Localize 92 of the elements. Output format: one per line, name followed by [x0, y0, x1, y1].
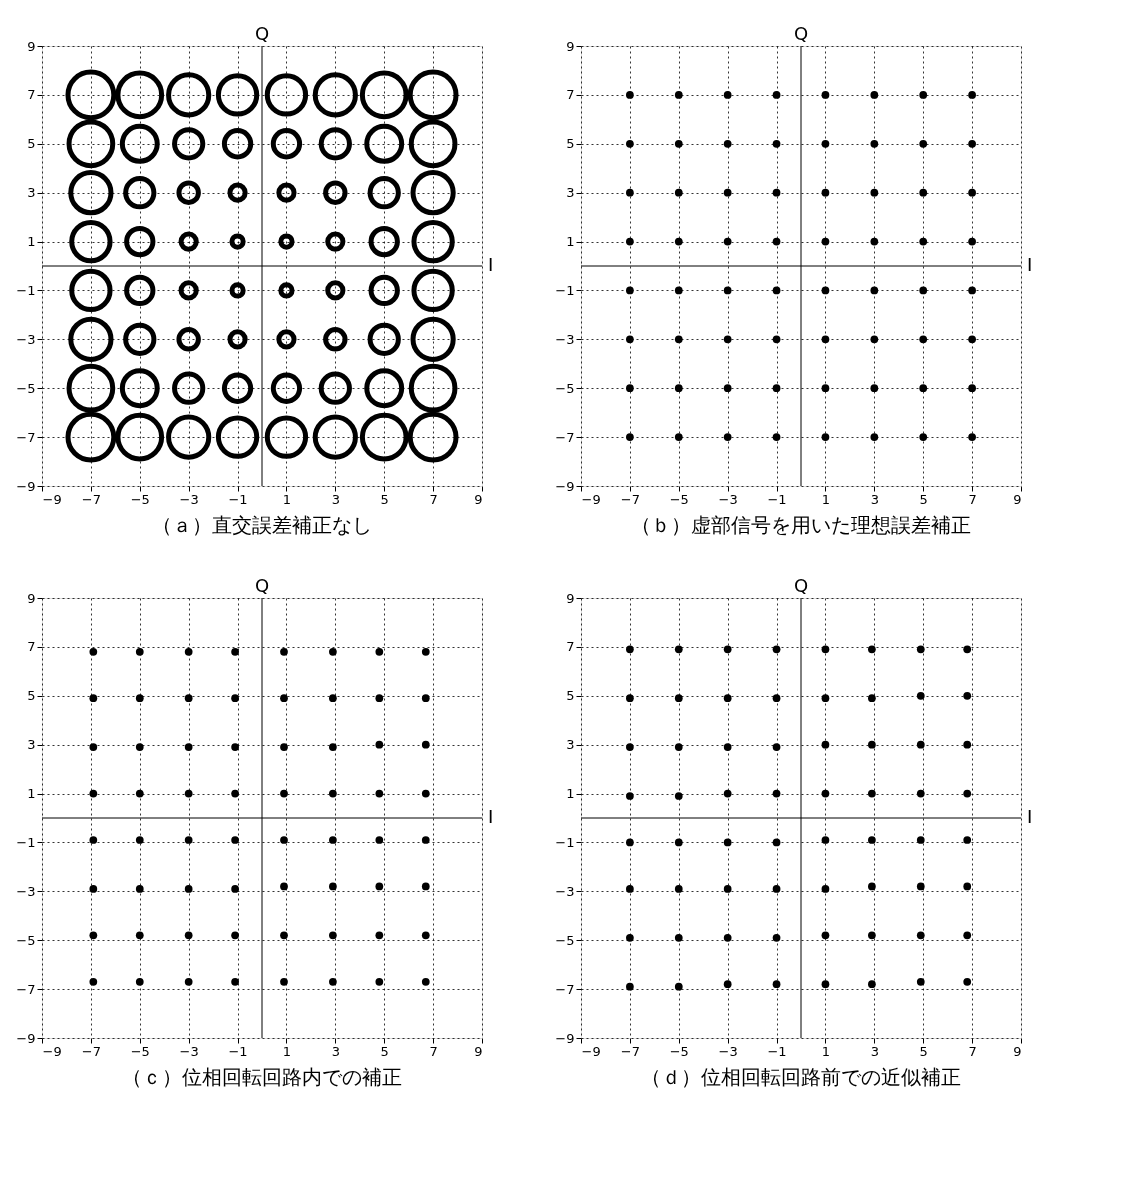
text: （ｄ）位相回転回路前での近似補正	[641, 1065, 961, 1089]
y-tick-label: 1	[566, 234, 575, 250]
x-tick-label: 7	[429, 491, 438, 507]
x-tick-label: −1	[767, 491, 787, 507]
x-tick-label: 1	[282, 491, 292, 507]
y-tick-label: −3	[16, 331, 36, 347]
x-tick-label: −5	[130, 491, 150, 507]
x-tick-label: −1	[767, 1043, 787, 1059]
ref-line-label: Q	[793, 23, 809, 44]
y-tick-label: 9	[566, 38, 575, 54]
y-tick-label: 3	[27, 737, 36, 753]
ref-line-label: I	[488, 254, 494, 275]
y-tick-label: 3	[566, 185, 575, 201]
y-tick-label: −5	[555, 380, 575, 396]
y-tick-label: 7	[27, 87, 36, 103]
y-tick-label: 5	[27, 688, 36, 704]
y-tick-label: −1	[16, 834, 36, 850]
y-tick-label: 9	[27, 38, 36, 54]
x-tick-label: −5	[669, 1043, 689, 1059]
y-tick-label: −3	[555, 331, 575, 347]
x-tick-label: 7	[968, 1043, 977, 1059]
y-tick-label: −7	[555, 981, 575, 997]
y-tick-label: −5	[16, 932, 36, 948]
text: （ａ）直交誤差補正なし	[152, 513, 372, 537]
x-tick-label: 9	[474, 1043, 483, 1059]
x-tick-label: −5	[669, 491, 689, 507]
x-tick-label: 7	[968, 491, 977, 507]
y-tick-label: 1	[566, 786, 575, 802]
x-tick-label: 3	[870, 491, 879, 507]
ref-line-label: Q	[254, 575, 270, 596]
x-tick-label: −5	[130, 1043, 150, 1059]
text: （ｂ）虚部信号を用いた理想誤差補正	[631, 513, 971, 537]
y-tick-label: −1	[555, 834, 575, 850]
x-tick-label: −9	[42, 1043, 62, 1059]
y-tick-label: −9	[16, 1030, 36, 1046]
y-tick-label: 3	[27, 185, 36, 201]
x-tick-label: 9	[1013, 1043, 1022, 1059]
x-tick-label: −7	[81, 491, 101, 507]
y-tick-label: −9	[16, 478, 36, 494]
y-tick-label: −7	[16, 981, 36, 997]
y-tick-label: −3	[555, 883, 575, 899]
x-tick-label: 5	[919, 491, 928, 507]
y-tick-label: 3	[566, 737, 575, 753]
x-tick-label: 3	[331, 1043, 340, 1059]
x-tick-label: −3	[179, 1043, 199, 1059]
x-tick-label: −7	[81, 1043, 101, 1059]
x-tick-label: −7	[620, 491, 640, 507]
x-tick-label: −1	[228, 491, 248, 507]
x-tick-label: −9	[42, 491, 62, 507]
y-tick-label: 7	[566, 639, 575, 655]
x-tick-label: 3	[870, 1043, 879, 1059]
x-tick-label: 1	[821, 491, 831, 507]
y-tick-label: 5	[27, 136, 36, 152]
x-tick-label: 3	[331, 491, 340, 507]
ref-line-label: Q	[254, 23, 270, 44]
y-tick-label: 9	[566, 590, 575, 606]
x-tick-label: 9	[1013, 491, 1022, 507]
x-tick-label: −3	[718, 1043, 738, 1059]
y-tick-label: −9	[555, 1030, 575, 1046]
y-tick-label: 5	[566, 688, 575, 704]
ref-line-label: Q	[793, 575, 809, 596]
ref-line-label: I	[1027, 806, 1033, 827]
y-tick-label: 9	[27, 590, 36, 606]
y-tick-label: −9	[555, 478, 575, 494]
ref-line-label: I	[488, 806, 494, 827]
y-tick-label: 1	[27, 234, 36, 250]
x-tick-label: −1	[228, 1043, 248, 1059]
x-tick-label: −3	[179, 491, 199, 507]
y-tick-label: 7	[566, 87, 575, 103]
x-tick-label: −7	[620, 1043, 640, 1059]
x-tick-label: 5	[380, 1043, 389, 1059]
y-tick-label: −1	[16, 282, 36, 298]
text: （ｃ）位相回転回路内での補正	[122, 1065, 402, 1089]
y-tick-label: 7	[27, 639, 36, 655]
x-tick-label: −9	[581, 491, 601, 507]
x-tick-label: −9	[581, 1043, 601, 1059]
y-tick-label: −1	[555, 282, 575, 298]
y-tick-label: −7	[555, 429, 575, 445]
y-tick-label: 1	[27, 786, 36, 802]
x-tick-label: 7	[429, 1043, 438, 1059]
x-tick-label: 1	[282, 1043, 292, 1059]
x-tick-label: 9	[474, 491, 483, 507]
y-tick-label: −3	[16, 883, 36, 899]
x-tick-label: 1	[821, 1043, 831, 1059]
y-tick-label: −5	[16, 380, 36, 396]
ref-line-label: I	[1027, 254, 1033, 275]
x-tick-label: 5	[919, 1043, 928, 1059]
y-tick-label: −7	[16, 429, 36, 445]
y-tick-label: −5	[555, 932, 575, 948]
x-tick-label: 5	[380, 491, 389, 507]
x-tick-label: −3	[718, 491, 738, 507]
y-tick-label: 5	[566, 136, 575, 152]
